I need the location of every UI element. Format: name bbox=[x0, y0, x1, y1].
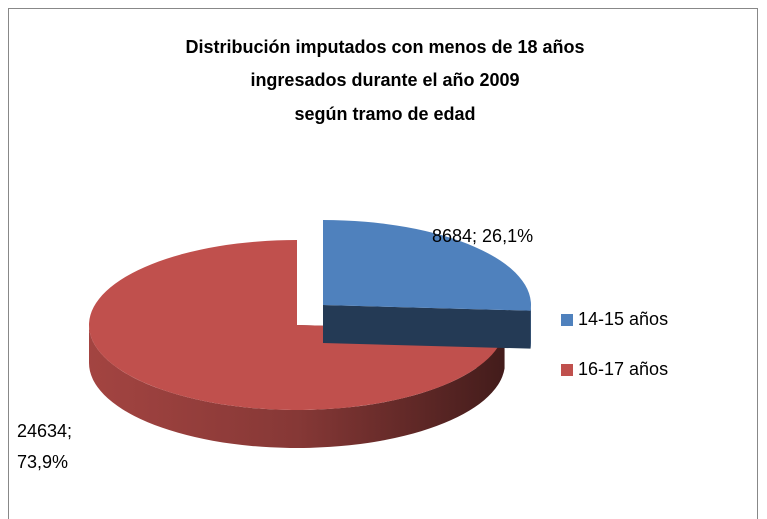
chart-title: ingresados durante el año 2009 bbox=[250, 70, 519, 90]
chart-title: Distribución imputados con menos de 18 a… bbox=[185, 37, 584, 57]
slice-top bbox=[89, 239, 505, 410]
chart-title: según tramo de edad bbox=[294, 104, 475, 124]
legend-label: 14-15 años bbox=[578, 309, 668, 329]
slice-cut-face bbox=[323, 305, 531, 349]
legend-swatch bbox=[561, 364, 573, 376]
slice-top bbox=[323, 220, 532, 311]
legend-swatch bbox=[561, 314, 573, 326]
data-label: 73,9% bbox=[17, 452, 68, 472]
data-label: 8684; 26,1% bbox=[432, 226, 533, 246]
legend-label: 16-17 años bbox=[578, 359, 668, 379]
slice-side bbox=[89, 325, 505, 449]
data-label: 24634; bbox=[17, 421, 72, 441]
slice bbox=[323, 220, 532, 349]
